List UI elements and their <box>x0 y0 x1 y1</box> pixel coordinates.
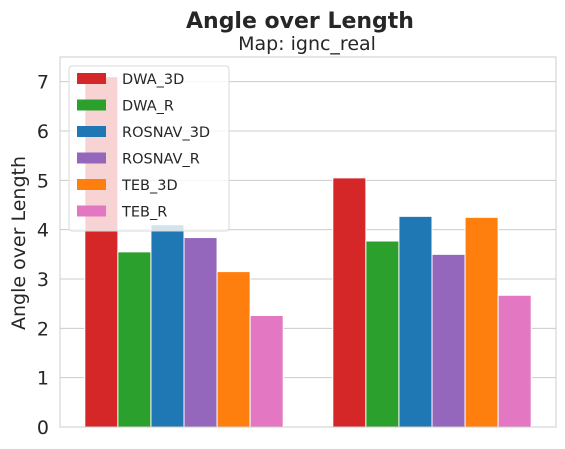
legend-label: ROSNAV_R <box>122 152 200 168</box>
legend-swatch <box>77 73 106 84</box>
legend-box <box>68 65 230 232</box>
legend-label: ROSNAV_3D <box>122 125 210 141</box>
legend-swatch <box>77 99 106 111</box>
bar-rosnav-r <box>183 237 218 428</box>
legend-swatch <box>77 152 106 164</box>
bar-dwa-r <box>117 251 152 428</box>
legend-swatch <box>77 179 106 190</box>
plot-frame <box>59 56 557 428</box>
bar-teb-3d <box>216 271 251 428</box>
y-tick-label: 0 <box>37 417 49 439</box>
legend-swatch <box>77 205 106 217</box>
y-tick-label: 2 <box>37 318 49 340</box>
bar-dwa-3d <box>332 177 367 428</box>
bar-rosnav-3d <box>398 215 433 428</box>
y-axis-label: Angle over Length <box>8 156 30 330</box>
legend-label: DWA_3D <box>122 72 184 88</box>
bar-teb-r <box>497 294 532 428</box>
y-tick-label: 3 <box>37 269 49 291</box>
y-tick-label: 6 <box>37 121 49 143</box>
bar-rosnav-3d <box>150 224 185 428</box>
chart-title: Angle over Length <box>186 9 414 34</box>
y-tick-label: 5 <box>37 170 49 192</box>
bar-teb-r <box>249 315 284 428</box>
y-tick-label: 4 <box>37 220 49 242</box>
legend-swatch <box>77 126 106 137</box>
y-tick-label: 1 <box>37 368 49 390</box>
y-tick-labels: 0 1 2 3 4 5 6 7 <box>37 72 49 439</box>
bar-teb-3d <box>464 216 499 428</box>
y-tick-label: 7 <box>37 72 49 94</box>
legend-label: TEB_3D <box>121 178 178 194</box>
bar-dwa-r <box>365 240 400 428</box>
legend-label: DWA_R <box>122 99 174 115</box>
legend-label: TEB_R <box>121 205 167 221</box>
chart-subtitle: Map: ignc_real <box>238 33 376 55</box>
bar-rosnav-r <box>431 253 466 428</box>
legend: DWA_3D DWA_R ROSNAV_3D ROSNAV_R TEB_3D TEB_R <box>68 65 230 232</box>
